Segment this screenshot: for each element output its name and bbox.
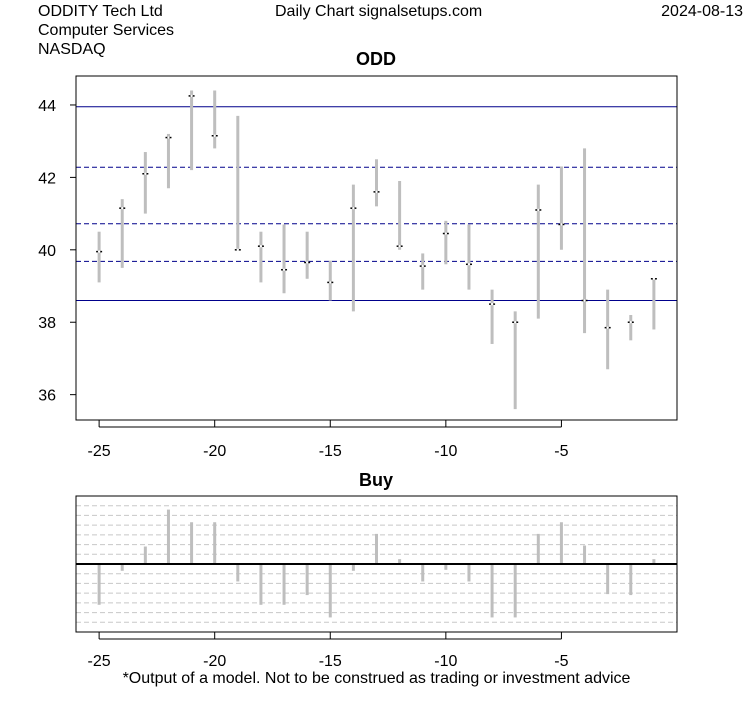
disclaimer-text: *Output of a model. Not to be construed … — [122, 670, 631, 687]
close-marker-dot — [236, 248, 240, 252]
close-marker-dot — [329, 281, 332, 284]
price-panel: 36 38 40 42 44 -25 -20 -15 -10 -5 — [38, 75, 678, 460]
x-tick-label: -15 — [319, 653, 342, 670]
y-tick-label: 42 — [38, 170, 56, 187]
close-marker-dot — [144, 172, 147, 175]
close-marker-dot — [583, 299, 586, 302]
close-marker-dot — [606, 326, 609, 329]
x-tick-label: -10 — [434, 653, 457, 670]
close-marker-dot — [537, 208, 540, 212]
close-marker-dot — [121, 206, 124, 210]
x-tick-label: -25 — [88, 653, 111, 670]
x-tick-label: -15 — [319, 443, 342, 460]
company-name: ODDITY Tech Ltd — [38, 3, 163, 20]
close-marker-dot — [421, 264, 424, 268]
x-tick-label: -20 — [203, 653, 226, 670]
close-marker-dot — [282, 268, 286, 271]
y-tick-label: 44 — [38, 98, 56, 115]
x-tick-label: -10 — [434, 443, 457, 460]
y-tick-label: 36 — [38, 388, 56, 405]
sector-label: Computer Services — [38, 22, 175, 39]
chart-date: 2024-08-13 — [661, 3, 743, 20]
x-tick-label: -25 — [88, 443, 111, 460]
x-tick-label: -20 — [203, 443, 226, 460]
chart-source-label: Daily Chart signalsetups.com — [275, 3, 483, 20]
close-marker-dot — [444, 232, 448, 235]
close-marker-dot — [513, 321, 517, 324]
signal-panel: -25 -20 -15 -10 -5 — [75, 495, 678, 670]
close-marker-dot — [259, 244, 263, 248]
price-plot-frame — [75, 75, 678, 421]
x-tick-label: -5 — [554, 443, 568, 460]
close-marker-dot — [213, 134, 216, 137]
close-marker-dot — [190, 94, 193, 98]
close-marker-dot — [375, 190, 378, 194]
signal-panel-title: Buy — [359, 470, 393, 490]
close-marker-dot — [490, 302, 494, 306]
price-panel-title: ODD — [356, 49, 396, 69]
close-marker-dot — [352, 206, 355, 210]
exchange-label: NASDAQ — [38, 41, 106, 58]
close-marker-dot — [629, 321, 632, 324]
close-marker-dot — [97, 250, 101, 253]
close-marker-dot — [305, 261, 309, 264]
x-tick-label: -5 — [554, 653, 568, 670]
close-marker-dot — [652, 277, 656, 280]
close-marker-dot — [560, 223, 563, 226]
signal-plot-frame — [75, 495, 678, 633]
y-tick-label: 38 — [38, 315, 56, 332]
close-marker-dot — [167, 136, 170, 139]
close-marker-dot — [467, 263, 471, 266]
close-marker-dot — [398, 244, 401, 248]
y-tick-label: 40 — [38, 243, 56, 260]
